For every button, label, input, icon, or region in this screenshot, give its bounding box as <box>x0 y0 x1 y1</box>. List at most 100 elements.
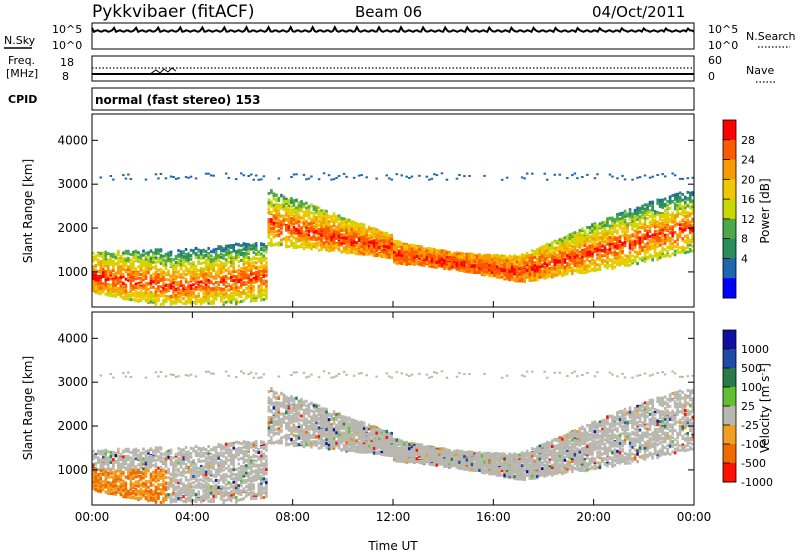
power-cell <box>227 254 231 258</box>
power-cell <box>280 205 283 209</box>
power-cell <box>192 268 195 272</box>
power-cell <box>214 263 218 267</box>
power-cell <box>117 266 120 270</box>
power-cell <box>247 251 251 255</box>
power-cell <box>330 229 333 233</box>
power-cell <box>438 251 441 255</box>
power-cell <box>347 220 351 224</box>
power-cell <box>297 224 301 228</box>
power-cell <box>212 291 215 295</box>
power-cell <box>245 252 248 256</box>
power-cell <box>305 213 308 217</box>
power-cell <box>102 260 105 264</box>
power-cell <box>352 226 356 230</box>
power-cell <box>262 254 266 258</box>
power-cell <box>360 251 363 255</box>
power-cell <box>212 262 215 266</box>
power-cell <box>197 273 200 277</box>
power-cell <box>335 218 338 222</box>
power-cell <box>122 297 125 301</box>
power-cell <box>122 259 125 263</box>
power-cell <box>357 232 361 236</box>
power-cell <box>428 253 431 256</box>
power-cell <box>242 276 246 280</box>
freq-left-tick-top: 18 <box>60 56 74 69</box>
power-cell <box>152 252 155 256</box>
power-cell <box>169 262 173 266</box>
power-cell <box>179 259 183 263</box>
power-cell <box>255 270 258 274</box>
power-cell <box>204 254 208 258</box>
power-cell <box>232 286 236 290</box>
power-cell <box>194 295 198 299</box>
power-cell <box>149 290 153 294</box>
power-cell <box>483 266 486 270</box>
power-cell <box>515 277 519 281</box>
power-cell <box>295 207 298 211</box>
power-cell <box>242 251 246 255</box>
power-cell <box>122 262 125 266</box>
power-cell <box>132 288 135 291</box>
power-cell <box>342 239 346 243</box>
power-cell <box>275 223 278 227</box>
power-cell <box>500 264 504 268</box>
power-cell <box>250 274 253 278</box>
power-cell <box>199 288 203 292</box>
power-cell <box>287 230 291 234</box>
beam-title: Beam 06 <box>355 3 422 21</box>
power-cell <box>169 283 173 287</box>
power-cell <box>149 298 153 302</box>
power-cell <box>312 227 316 231</box>
power-cell <box>292 210 296 214</box>
power-cell <box>242 262 246 266</box>
power-cell <box>490 274 494 278</box>
power-cell <box>154 251 158 255</box>
power-cell <box>124 258 128 262</box>
power-cell <box>367 234 371 238</box>
power-cell <box>370 232 373 236</box>
power-cell <box>129 178 133 180</box>
power-cell <box>159 289 163 293</box>
power-cell <box>217 281 220 285</box>
power-cell <box>119 276 123 280</box>
power-cell <box>240 244 243 248</box>
power-cell <box>265 295 268 298</box>
power-cell <box>182 259 185 263</box>
power-cell <box>224 250 228 254</box>
power-cell <box>147 282 150 286</box>
power-cell <box>214 280 218 284</box>
power-cell <box>262 282 266 286</box>
power-cell <box>312 217 316 220</box>
power-cell <box>247 250 251 254</box>
power-cell <box>167 283 170 287</box>
power-cell <box>290 205 293 209</box>
power-cell <box>252 264 256 268</box>
power-cell <box>194 269 198 273</box>
power-cell <box>240 172 243 175</box>
power-cell <box>375 252 378 256</box>
power-cell <box>144 263 148 267</box>
power-cell <box>485 255 489 259</box>
power-cell <box>302 236 306 240</box>
power-cell <box>297 204 301 208</box>
power-cell <box>493 267 496 271</box>
power-cell <box>463 175 466 178</box>
power-cell <box>129 271 133 275</box>
power-cell <box>332 235 336 239</box>
power-cell <box>262 264 266 268</box>
power-cell <box>435 261 439 264</box>
power-cell <box>219 252 223 256</box>
power-cell <box>240 253 243 256</box>
power-cell <box>207 278 210 282</box>
power-cell <box>290 244 293 247</box>
power-cell <box>214 252 218 256</box>
power-cell <box>388 177 391 180</box>
power-cell <box>92 288 95 292</box>
power-cell <box>345 223 348 227</box>
power-cell <box>237 259 241 263</box>
power-cell <box>252 255 256 259</box>
power-cell <box>297 234 301 238</box>
power-cell <box>307 205 311 209</box>
power-cell <box>388 245 391 249</box>
power-cell <box>272 221 276 225</box>
